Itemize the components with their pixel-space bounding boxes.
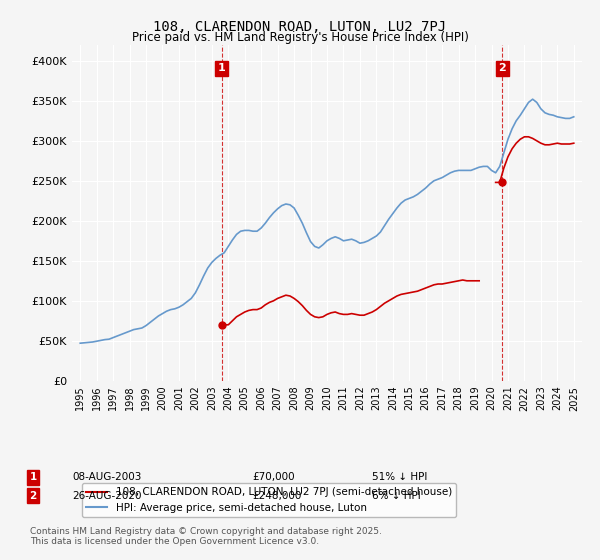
Text: £248,000: £248,000 xyxy=(252,491,301,501)
Legend: 108, CLARENDON ROAD, LUTON, LU2 7PJ (semi-detached house), HPI: Average price, s: 108, CLARENDON ROAD, LUTON, LU2 7PJ (sem… xyxy=(82,483,456,517)
Text: Price paid vs. HM Land Registry's House Price Index (HPI): Price paid vs. HM Land Registry's House … xyxy=(131,31,469,44)
Text: 2: 2 xyxy=(499,63,506,73)
Text: £70,000: £70,000 xyxy=(252,472,295,482)
Text: 1: 1 xyxy=(218,63,226,73)
Text: 26-AUG-2020: 26-AUG-2020 xyxy=(72,491,142,501)
Text: 6% ↓ HPI: 6% ↓ HPI xyxy=(372,491,421,501)
Text: Contains HM Land Registry data © Crown copyright and database right 2025.
This d: Contains HM Land Registry data © Crown c… xyxy=(30,526,382,546)
Text: 08-AUG-2003: 08-AUG-2003 xyxy=(72,472,142,482)
Text: 1: 1 xyxy=(29,472,37,482)
Text: 2: 2 xyxy=(29,491,37,501)
Text: 51% ↓ HPI: 51% ↓ HPI xyxy=(372,472,427,482)
Text: 108, CLARENDON ROAD, LUTON, LU2 7PJ: 108, CLARENDON ROAD, LUTON, LU2 7PJ xyxy=(154,20,446,34)
